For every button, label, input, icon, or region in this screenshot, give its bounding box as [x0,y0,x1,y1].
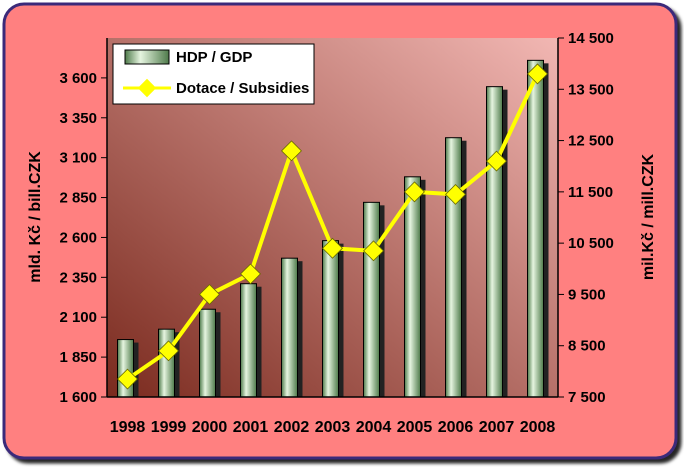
point-dotace-1998 [117,368,138,390]
legend-label-hdp: HDP / GDP [176,49,252,66]
legend-label-dotace: Dotace / Subsidies [176,80,309,97]
x-tick-label: 2001 [233,419,269,436]
x-tick-label: 2000 [192,419,228,436]
point-dotace-1999 [158,340,179,362]
x-tick-label: 2003 [315,419,351,436]
y2-tick-label: 7 500 [568,389,606,406]
bar-hdp-2001 [240,283,257,398]
y-tick-label: 2 100 [59,309,97,326]
axes [101,37,564,398]
x-tick-label: 2007 [479,419,515,436]
line-series [117,63,548,390]
legend-swatch-dotace-marker [137,78,157,98]
bar-hdp-2004 [363,201,380,398]
y2-tick-label: 9 500 [568,286,606,303]
point-dotace-2001 [240,263,261,285]
bar-hdp-2006 [445,137,462,398]
x-tick-label: 2008 [520,419,556,436]
point-dotace-2002 [281,140,302,162]
point-dotace-2000 [199,283,220,305]
y-tick-label: 3 600 [59,70,97,87]
bar-hdp-2008 [527,59,544,398]
y2-tick-label: 11 500 [568,184,613,201]
point-dotace-2008 [527,63,548,85]
point-dotace-2006 [445,183,466,205]
y-tick-label: 2 850 [59,190,97,207]
x-tick-label: 1998 [110,419,146,436]
y-tick-label: 1 850 [59,349,97,366]
x-tick-label: 1999 [151,419,187,436]
point-dotace-2005 [404,181,425,203]
y-axis-label: mld. Kč / bill.CZK [27,151,44,283]
y-tick-label: 1 600 [59,389,97,406]
x-tick-label: 2006 [438,419,474,436]
point-dotace-2003 [322,237,343,259]
y2-tick-label: 12 500 [568,133,614,150]
point-dotace-2004 [363,240,384,262]
x-tick-label: 2004 [356,419,392,436]
bar-hdp-1999 [158,328,175,398]
tick-labels: 1 600 1 850 2 100 2 350 2 600 2 850 3 100 3 350… [59,30,613,436]
y-tick-label: 2 600 [59,229,97,246]
y2-tick-label: 10 500 [568,235,614,252]
y2-tick-label: 8 500 [568,338,606,355]
bar-hdp-2005 [404,176,421,398]
y-tick-label: 3 350 [59,110,97,127]
y2-tick-label: 14 500 [568,30,614,47]
y2-tick-label: 13 500 [568,81,614,98]
point-dotace-2007 [486,150,507,172]
bar-hdp-1998 [117,339,134,398]
bar-hdp-2002 [281,257,298,398]
bar-hdp-2000 [199,308,216,398]
x-tick-label: 2005 [397,419,433,436]
y-tick-label: 3 100 [59,150,97,167]
y-tick-label: 2 350 [59,269,97,286]
bar-hdp-2007 [486,86,503,398]
y2-axis-label: mil.Kč / mill.CZK [640,153,657,280]
bar-hdp-2003 [322,240,339,398]
x-tick-label: 2002 [274,419,310,436]
legend: HDP / GDP Dotace / Subsidies [112,43,315,105]
legend-swatch-hdp [124,49,170,65]
